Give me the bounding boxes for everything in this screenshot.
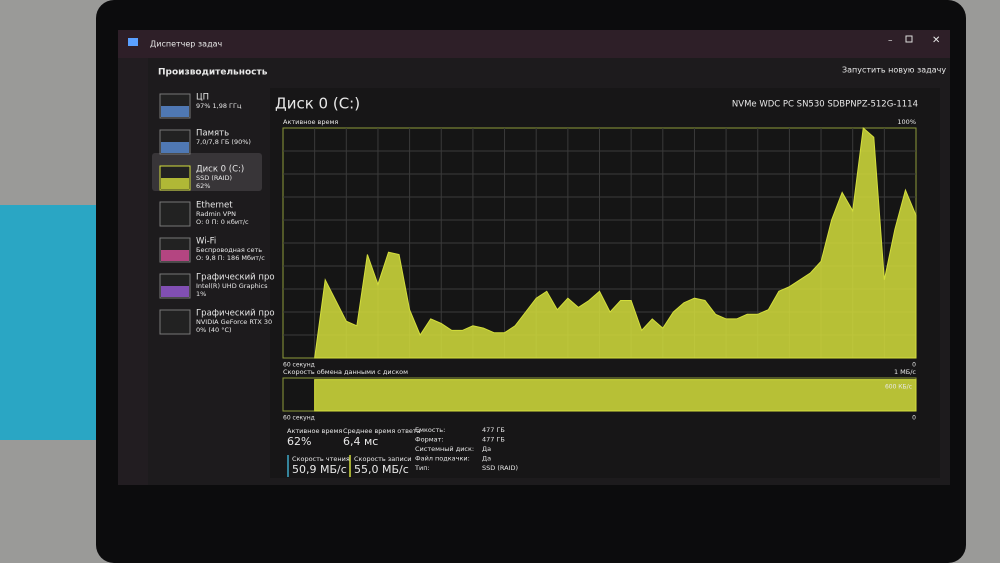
item-name[interactable]: Графический про (196, 309, 275, 319)
prop-value: SSD (RAID) (482, 464, 518, 472)
graph-mid: 600 КБ/с (885, 384, 912, 391)
item-name[interactable]: ЦП (196, 93, 209, 103)
nav-rail (118, 58, 148, 485)
thumbnail-fill (161, 142, 189, 153)
new-task[interactable]: Запустить новую задачу (842, 66, 946, 75)
item-name[interactable]: Память (196, 129, 229, 139)
thumbnail (159, 201, 191, 227)
item-detail: 7,0/7,8 ГБ (90%) (196, 138, 251, 146)
thumbnail-fill (161, 286, 189, 297)
item-name[interactable]: Диск 0 (C:) (196, 165, 244, 175)
graph-max: 1 МБ/с (894, 368, 916, 376)
stat-label: Скорость чтения (292, 455, 350, 463)
item-detail: Беспроводная сеть (196, 246, 262, 254)
stat-label: Активное время (287, 427, 342, 435)
item-detail: SSD (RAID) (196, 174, 232, 182)
stat-value: 62% (287, 435, 311, 448)
thumbnail-fill (161, 250, 189, 261)
prop-value: 477 ГБ (482, 436, 505, 444)
activity-area (314, 379, 917, 412)
item-detail: О: 0 П: 0 кбит/с (196, 218, 249, 226)
stat-label: Скорость записи (354, 455, 412, 463)
prop-label: Системный диск: (415, 445, 474, 453)
prop-value: Да (482, 455, 491, 463)
maximize[interactable] (905, 35, 913, 43)
graph-label: Скорость обмена данными с диском (283, 368, 408, 376)
section-title: Производительность (158, 68, 268, 78)
graph-max: 100% (897, 118, 916, 126)
prop-value: 477 ГБ (482, 426, 505, 434)
app-icon (128, 38, 138, 46)
thumbnail (159, 309, 191, 335)
graph-left: 60 секунд (283, 362, 315, 369)
item-detail: 0% (40 °C) (196, 326, 232, 334)
prop-value: Да (482, 445, 491, 453)
stat-label: Среднее время ответа (343, 427, 421, 435)
thumbnail-fill (161, 106, 189, 117)
graph-right: 0 (912, 362, 916, 369)
item-detail: 1% (196, 290, 206, 298)
thumbnail-fill (161, 178, 189, 189)
item-detail: Intel(R) UHD Graphics (196, 282, 268, 290)
minimize[interactable]: – (888, 36, 893, 46)
graph-label: Активное время (283, 118, 338, 126)
graph-right: 0 (912, 415, 916, 422)
item-detail: О: 9,8 П: 186 Мбит/с (196, 254, 265, 262)
stat-value: 55,0 МБ/с (354, 463, 409, 476)
prop-label: Тип: (414, 464, 430, 472)
item-detail: Radmin VPN (196, 210, 236, 218)
close[interactable]: ✕ (932, 35, 940, 46)
disk-title: Диск 0 (C:) (275, 95, 360, 113)
graph-left: 60 секунд (283, 415, 315, 422)
window-title: Диспетчер задач (150, 40, 222, 49)
item-detail: NVIDIA GeForce RTX 30 (196, 318, 272, 326)
stat-value: 6,4 мс (343, 435, 378, 448)
prop-label: Файл подкачки: (415, 455, 470, 463)
item-name[interactable]: Wi-Fi (196, 237, 216, 247)
title-bar (118, 30, 950, 58)
item-detail: 97% 1,98 ГГц (196, 102, 242, 110)
disk-model: NVMe WDC PC SN530 SDBPNPZ-512G-1114 (732, 100, 918, 110)
prop-label: Формат: (415, 436, 444, 444)
cyan-object (0, 205, 110, 440)
item-detail: 62% (196, 182, 210, 190)
activity-area (314, 127, 917, 359)
item-name[interactable]: Ethernet (196, 201, 233, 211)
stat-value: 50,9 МБ/с (292, 463, 347, 476)
prop-label: Емкость: (415, 426, 445, 434)
item-name[interactable]: Графический про (196, 273, 275, 283)
